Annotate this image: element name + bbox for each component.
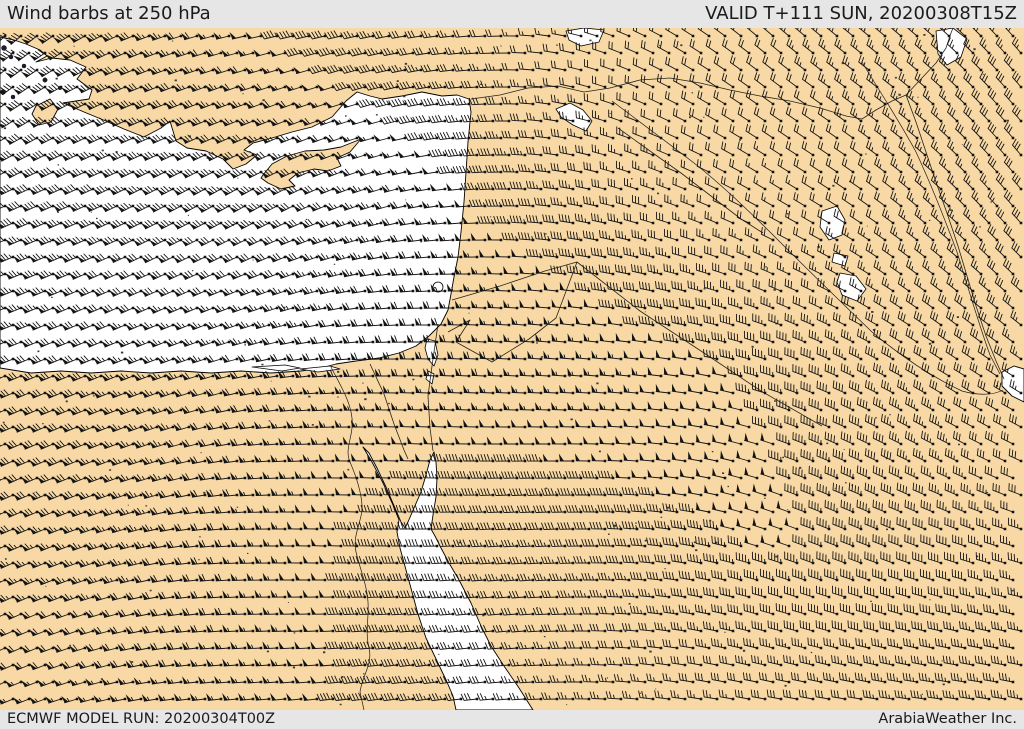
valid-time: VALID T+111 SUN, 20200308T15Z — [705, 3, 1017, 24]
wind-barbs-layer — [0, 28, 1023, 705]
country-borders — [369, 28, 1005, 460]
cyprus-island — [260, 138, 362, 190]
nile-river — [330, 366, 371, 710]
sea-of-galilee — [432, 281, 444, 293]
model-run-label: ECMWF MODEL RUN: 20200304T00Z — [7, 711, 276, 727]
delta-lagoon-west — [251, 364, 301, 372]
persian-gulf — [1001, 365, 1024, 403]
tigris-river — [861, 61, 1001, 375]
dead-sea-south — [425, 370, 435, 385]
brand-label: ArabiaWeather Inc. — [878, 711, 1017, 727]
lake-tuz — [565, 28, 605, 47]
lake-assad — [555, 102, 593, 132]
weather-map — [0, 28, 1024, 710]
delta-lagoon-east — [299, 365, 341, 373]
header-bar: Wind barbs at 250 hPa VALID T+111 SUN, 2… — [0, 0, 1024, 28]
wind-barb-shafts — [0, 28, 1022, 705]
euphrates-river — [611, 100, 1004, 395]
footer-bar: ECMWF MODEL RUN: 20200304T00Z ArabiaWeat… — [0, 710, 1024, 729]
lake-tharthar — [819, 205, 846, 241]
map-title: Wind barbs at 250 hPa — [7, 3, 211, 24]
